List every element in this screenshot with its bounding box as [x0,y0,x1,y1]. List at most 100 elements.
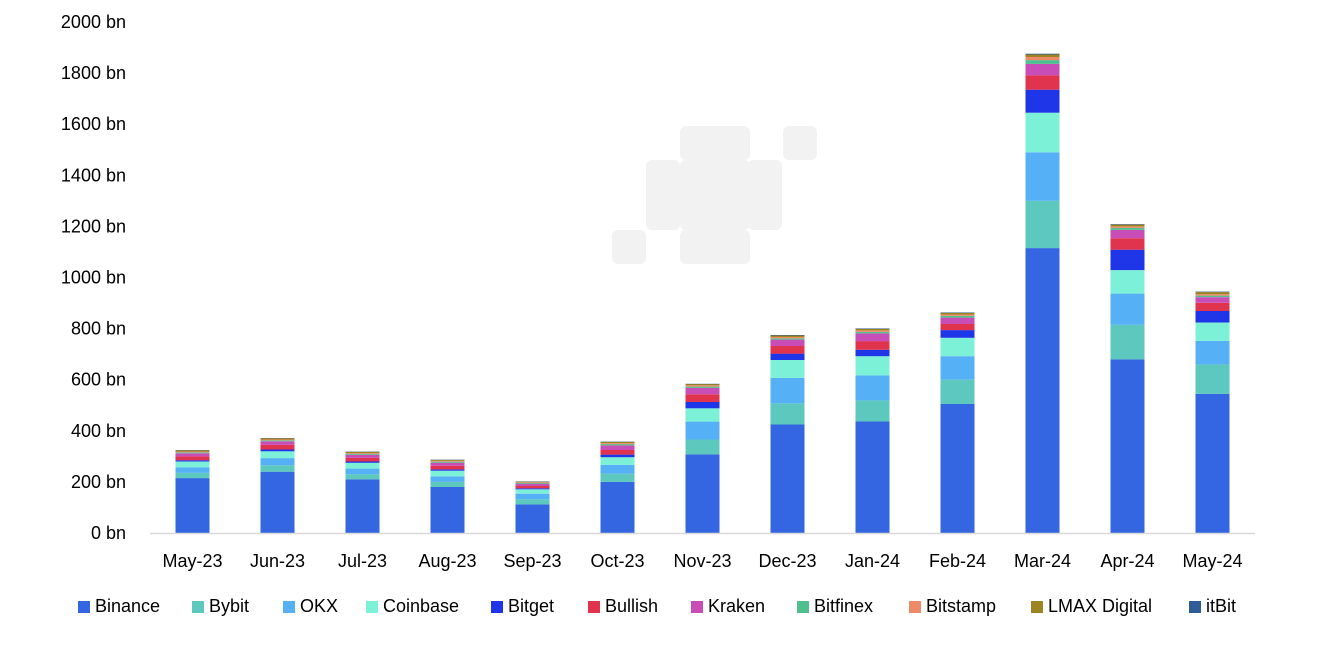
bar-binance [685,454,720,533]
legend-label: Bybit [209,596,250,616]
bar-itbit [855,328,890,329]
legend-label: LMAX Digital [1048,596,1153,616]
bar-lmax-digital [430,459,465,461]
bar-bybit [855,400,890,422]
bar-binance [1110,359,1145,533]
bar-kraken [1025,63,1060,76]
bar-kraken [855,333,890,342]
bar-kraken [345,454,380,458]
bar-okx [430,476,465,482]
legend-item: Bitstamp [909,596,996,617]
bar-kraken [515,483,550,486]
bar-bullish [940,324,975,331]
legend-label: Binance [95,596,161,616]
bar-bitfinex [600,444,635,446]
bar-bitstamp [1195,294,1230,296]
legend-label: Coinbase [383,596,460,616]
logo-watermark-block [680,160,750,230]
bar-bybit [430,481,465,487]
y-tick-label: 1800 bn [61,63,126,83]
bar-okx [1195,340,1230,365]
legend-item: Bullish [588,596,658,617]
bar-lmax-digital [855,328,890,331]
bar-bitget [855,349,890,357]
legend-swatch [1189,600,1201,613]
bar-itbit [770,335,805,336]
bar-bitfinex [1110,227,1145,230]
legend-label: Bitstamp [926,596,997,616]
logo-watermark-block [783,126,817,160]
bar-coinbase [600,457,635,465]
bar-binance [260,471,295,533]
bar-bitstamp [600,443,635,445]
bar-bitfinex [1195,295,1230,298]
logo-watermark-block [646,160,680,230]
bar-bitstamp [940,314,975,316]
x-tick-label: Dec-23 [758,551,816,571]
bar-okx [1025,152,1060,201]
bar-bybit [685,439,720,455]
bar-coinbase [855,356,890,376]
y-tick-label: 1000 bn [61,268,126,288]
legend: Binance Bybit OKX Coinbase Bitget Bullish Krak… [0,596,1320,626]
logo-watermark-block [748,160,782,230]
bar-lmax-digital [175,450,210,452]
bar-bitget [1195,311,1230,323]
bar-okx [600,464,635,474]
bar-bitget [685,401,720,409]
bar-bitstamp [175,451,210,453]
legend-item: Bitget [491,596,554,617]
bar-kraken [770,339,805,346]
bar-binance [430,487,465,533]
x-tick-label: Jun-23 [250,551,305,571]
bar-bitfinex [430,461,465,463]
legend-swatch [909,600,921,613]
legend-label: OKX [300,596,339,616]
y-tick-label: 800 bn [71,319,126,339]
y-tick-label: 400 bn [71,421,126,441]
bar-lmax-digital [1025,54,1060,57]
bar-coinbase [1195,322,1230,341]
bar-coinbase [260,451,295,459]
x-tick-label: Mar-24 [1014,551,1071,571]
bar-bitstamp [685,385,720,387]
bar-binance [175,478,210,533]
x-tick-label: Jul-23 [338,551,387,571]
legend-swatch [491,600,503,613]
legend-item: Coinbase [366,596,459,617]
bar-bitstamp [345,453,380,454]
bar-lmax-digital [685,384,720,386]
bar-coinbase [430,470,465,477]
bar-bullish [770,346,805,354]
bar-bitget [600,454,635,458]
legend-label: Bitfinex [814,596,874,616]
legend-swatch [366,600,378,613]
x-tick-label: Sep-23 [503,551,561,571]
bar-okx [940,356,975,380]
stacked-bar-chart: 0 bn 200 bn 400 bn 600 bn 800 bn 1000 bn 1200 … [61,12,1255,571]
bar-bitstamp [1110,226,1145,228]
bar-binance [1025,248,1060,533]
legend-swatch [797,600,809,613]
bar-okx [770,377,805,404]
x-tick-label: Nov-23 [673,551,731,571]
bar-bullish [260,444,295,450]
logo-watermark-block [680,126,750,160]
y-tick-label: 1200 bn [61,216,126,236]
bar-binance [855,421,890,533]
bar-bybit [770,403,805,425]
bar-bitstamp [515,482,550,483]
bar-bitget [430,469,465,471]
bar-binance [770,424,805,533]
bar-bullish [855,341,890,350]
bar-bullish [430,465,465,470]
legend-item: Bybit [192,596,249,617]
bar-okx [260,458,295,466]
bar-coinbase [685,408,720,422]
bar-bitget [1110,249,1145,271]
bar-okx [175,467,210,473]
x-tick-label: May-23 [162,551,222,571]
bar-bitfinex [260,440,295,442]
bar-bybit [175,473,210,479]
bar-bitstamp [855,330,890,332]
